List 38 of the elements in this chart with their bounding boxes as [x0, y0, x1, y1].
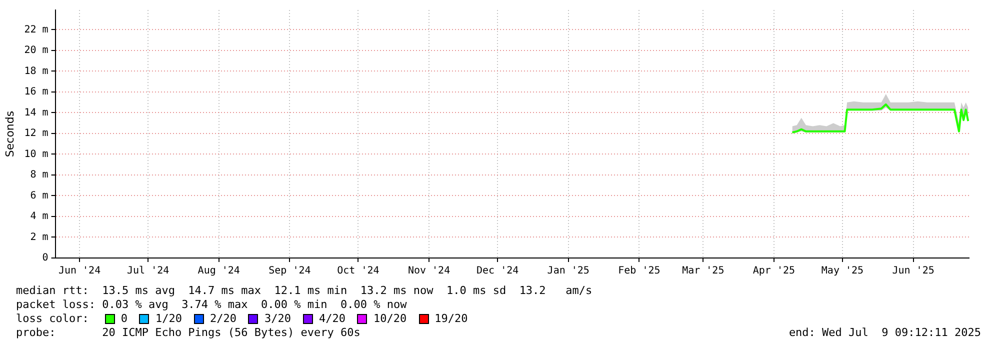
- text: end: Wed Jul 9 09:12:11 2025: [788, 326, 981, 340]
- y-tick-label: 20 m: [24, 45, 48, 56]
- y-tick-label: 6 m: [30, 190, 48, 202]
- legend-title: loss color:: [16, 312, 89, 326]
- legend-label: 19/20: [434, 312, 468, 326]
- x-tick-label: Jun '25: [892, 266, 934, 277]
- y-tick-label: 14 m: [24, 107, 48, 118]
- text: probe: 20 ICMP Echo Pings (56 Bytes) every 60s: [16, 326, 360, 340]
- legend-label: 3/20: [264, 312, 291, 326]
- x-tick-label: Aug '24: [198, 266, 240, 277]
- x-tick-label: May '25: [821, 266, 864, 277]
- x-tick-label: Sep '24: [268, 266, 311, 277]
- x-tick-label: Jul '24: [126, 266, 170, 277]
- x-tick-label: Oct '24: [337, 266, 380, 277]
- x-tick-label: Mar '25: [682, 266, 724, 277]
- y-axis-title: Seconds: [3, 110, 16, 158]
- legend-label: 2/20: [210, 312, 236, 326]
- x-tick-label: Jun '24: [58, 266, 101, 277]
- legend-label: 4/20: [318, 312, 346, 326]
- y-tick-label: 2 m: [30, 232, 48, 243]
- y-tick-label: 16 m: [24, 86, 48, 98]
- legend-label: 0: [120, 312, 128, 326]
- x-tick-label: Apr '25: [752, 266, 796, 277]
- legend-label: 1/20: [155, 312, 182, 326]
- y-tick-label: 10 m: [24, 148, 48, 160]
- y-tick-label: 12 m: [24, 128, 48, 140]
- y-tick-label: 0: [42, 252, 48, 264]
- y-tick-label: 22 m: [24, 24, 48, 36]
- y-tick-label: 8 m: [30, 170, 48, 181]
- y-tick-label: 4 m: [30, 211, 48, 222]
- legend-label: 10/20: [373, 312, 407, 326]
- text: median rtt: 13.5 ms avg 14.7 ms max 12.1 ms min 13.2 ms now 1.0 ms sd 13.2 am/s: [16, 284, 594, 298]
- x-tick-label: Nov '24: [408, 266, 450, 277]
- x-tick-label: Dec '24: [476, 266, 519, 277]
- y-tick-label: 18 m: [24, 66, 48, 77]
- x-tick-label: Jan '25: [547, 266, 590, 277]
- text: packet loss: 0.03 % avg 3.74 % max 0.00 % min 0.00 % now: [16, 298, 408, 312]
- x-tick-label: Feb '25: [618, 266, 660, 277]
